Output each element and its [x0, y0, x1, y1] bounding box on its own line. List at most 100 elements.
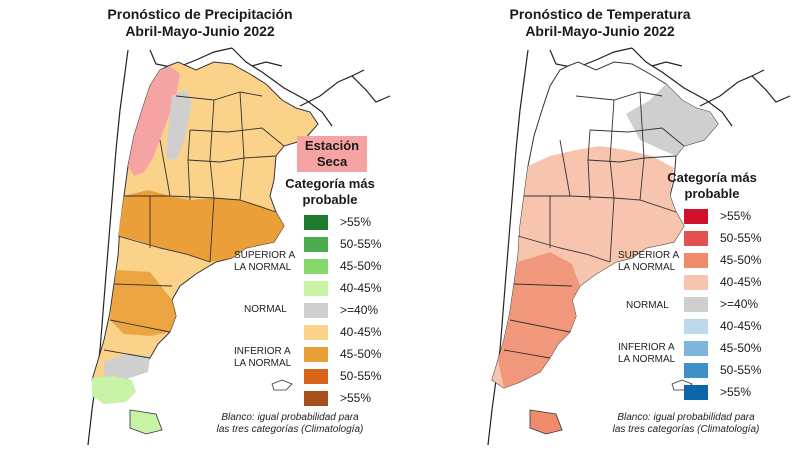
temp-legend-row: >55% [684, 208, 751, 224]
precip-legend-title: Categoría más probable [270, 176, 390, 208]
temp-group-superior-line1: SUPERIOR A [618, 250, 680, 261]
precip-legend-label: 50-55% [340, 369, 382, 383]
temp-group-inferior-line1: INFERIOR A [618, 342, 675, 353]
temp-swatch-4 [684, 296, 708, 312]
temperature-title-line2: Abril-Mayo-Junio 2022 [525, 23, 675, 39]
precip-note-line2: las tres categorías (Climatología) [216, 424, 364, 435]
precipitation-title-line1: Pronóstico de Precipitación [107, 6, 293, 22]
temp-legend-row: 45-50% [684, 252, 761, 268]
temp-group-superior-line2: LA NORMAL [618, 262, 676, 273]
precip-legend-label: 40-45% [340, 325, 382, 339]
dry-season-label: Estación Seca [297, 136, 367, 172]
precip-legend-title-line1: Categoría más [285, 176, 375, 191]
temp-legend-label: >=40% [720, 297, 759, 311]
precip-normal-south [104, 354, 150, 384]
temp-group-normal: NORMAL [626, 300, 669, 311]
temp-group-inferior: INFERIOR A LA NORMAL [618, 342, 675, 366]
precip-swatch-1 [304, 236, 328, 252]
temp-legend-row: 50-55% [684, 362, 761, 378]
precip-legend-label: 45-50% [340, 259, 382, 273]
precip-swatch-4 [304, 302, 328, 318]
precipitation-panel: Pronóstico de Precipitación Abril-Mayo-J… [0, 6, 400, 446]
temp-legend-row: >55% [684, 384, 751, 400]
precip-legend-row: 40-45% [304, 280, 381, 296]
precip-note-line1: Blanco: igual probabilidad para [221, 412, 359, 423]
temp-tierra-del-fuego [529, 409, 563, 435]
precip-group-inferior-line2: LA NORMAL [234, 358, 292, 369]
temp-legend-row: 50-55% [684, 230, 761, 246]
temp-legend-title: Categoría más probable [652, 170, 772, 202]
precip-note: Blanco: igual probabilidad para las tres… [190, 412, 390, 436]
temp-legend-row: 40-45% [684, 318, 761, 334]
temp-province-borders [503, 91, 685, 359]
temp-swatch-1 [684, 230, 708, 246]
precip-group-superior-line1: SUPERIOR A [234, 250, 296, 261]
temp-legend-label: >55% [720, 209, 752, 223]
precipitation-title-line2: Abril-Mayo-Junio 2022 [125, 23, 275, 39]
precip-legend-row: >55% [304, 390, 371, 406]
temp-legend-label: 45-50% [720, 253, 762, 267]
temp-legend-label: >55% [720, 385, 752, 399]
precip-dry-season-region [128, 66, 180, 176]
precip-legend-row: 50-55% [304, 368, 381, 384]
temp-swatch-0 [684, 208, 708, 224]
precip-group-superior-line2: LA NORMAL [234, 262, 292, 273]
temp-legend-row: >=40% [684, 296, 758, 312]
precip-region-45-50-center [118, 190, 284, 262]
precip-legend-label: 40-45% [340, 281, 382, 295]
precip-swatch-8 [304, 390, 328, 406]
temp-legend-label: 50-55% [720, 363, 762, 377]
precipitation-title: Pronóstico de Precipitación Abril-Mayo-J… [0, 6, 400, 40]
precip-legend-label: 50-55% [340, 237, 382, 251]
precip-swatch-6 [304, 346, 328, 362]
precip-legend-row: >55% [304, 214, 371, 230]
dry-season-line2: Seca [316, 154, 348, 169]
temp-legend-title-line2: probable [684, 186, 740, 201]
precip-superior-south [92, 376, 136, 404]
temp-note-line2: las tres categorías (Climatología) [612, 424, 760, 435]
temp-note: Blanco: igual probabilidad para las tres… [586, 412, 786, 436]
temp-legend-label: 40-45% [720, 319, 762, 333]
temp-swatch-8 [684, 384, 708, 400]
temperature-title-line1: Pronóstico de Temperatura [509, 6, 691, 22]
precip-group-inferior-line1: INFERIOR A [234, 346, 291, 357]
precip-region-45-50-south [110, 270, 176, 336]
precip-legend-label: 45-50% [340, 347, 382, 361]
temp-legend-title-line1: Categoría más [667, 170, 757, 185]
precip-swatch-3 [304, 280, 328, 296]
precip-swatch-2 [304, 258, 328, 274]
temp-swatch-7 [684, 362, 708, 378]
temp-legend-label: 40-45% [720, 275, 762, 289]
precip-legend-row: 50-55% [304, 236, 381, 252]
temperature-panel: Pronóstico de Temperatura Abril-Mayo-Jun… [400, 0, 800, 450]
temperature-title: Pronóstico de Temperatura Abril-Mayo-Jun… [400, 6, 800, 40]
temp-group-inferior-line2: LA NORMAL [618, 354, 676, 365]
precip-legend-label: >55% [340, 391, 372, 405]
precip-normal-north [166, 90, 192, 160]
temp-swatch-3 [684, 274, 708, 290]
precipitation-map [87, 47, 391, 446]
precip-group-inferior: INFERIOR A LA NORMAL [234, 346, 291, 370]
precip-swatch-5 [304, 324, 328, 340]
precip-province-borders [103, 91, 285, 359]
precip-swatch-0 [304, 214, 328, 230]
precip-islands [271, 379, 293, 391]
precip-swatch-7 [304, 368, 328, 384]
precip-legend-label: >=40% [340, 303, 379, 317]
temp-legend-label: 45-50% [720, 341, 762, 355]
precip-legend-row: 45-50% [304, 346, 381, 362]
temp-legend-row: 40-45% [684, 274, 761, 290]
temp-legend-label: 50-55% [720, 231, 762, 245]
temp-note-line1: Blanco: igual probabilidad para [617, 412, 755, 423]
temp-legend-row: 45-50% [684, 340, 761, 356]
temp-normal-northeast [626, 84, 718, 156]
precip-legend-row: 40-45% [304, 324, 381, 340]
precip-legend-row: 45-50% [304, 258, 381, 274]
neighbour-borders [487, 47, 791, 446]
temp-swatch-5 [684, 318, 708, 334]
precip-legend-title-line2: probable [302, 192, 358, 207]
precip-legend-label: >55% [340, 215, 372, 229]
precip-tierra-del-fuego [129, 409, 163, 435]
dry-season-line1: Estación [304, 138, 360, 153]
precip-group-normal: NORMAL [244, 304, 287, 315]
